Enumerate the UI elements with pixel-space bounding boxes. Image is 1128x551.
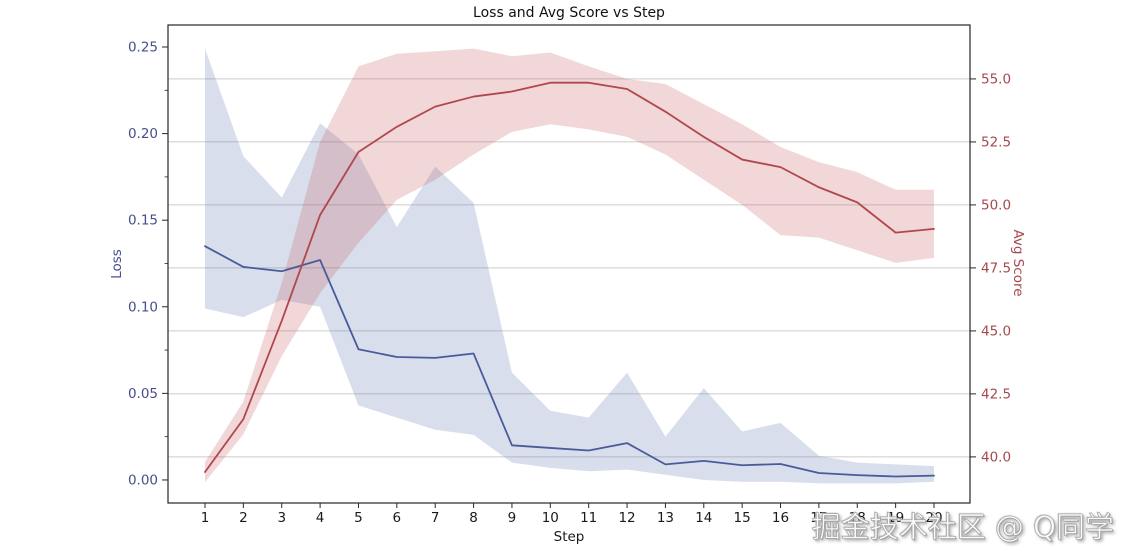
x-tick-label: 10: [542, 510, 559, 526]
watermark-text: 掘金技术社区 @ Q同学: [811, 510, 1114, 545]
x-tick-label: 9: [508, 510, 517, 526]
x-tick-label: 16: [772, 510, 789, 526]
x-tick-label: 20: [925, 510, 942, 526]
plot-border: [167, 24, 971, 504]
right-tick-label: 52.5: [981, 134, 1011, 150]
right-tick-label: 55.0: [981, 71, 1011, 87]
avg_score-band: [205, 48, 934, 483]
left-tick-label: 0.20: [128, 126, 158, 142]
right-tick-label: 40.0: [981, 449, 1011, 465]
x-tick-label: 13: [657, 510, 674, 526]
x-tick-label: 5: [354, 510, 363, 526]
right-tick-label: 50.0: [981, 197, 1011, 213]
x-tick-label: 17: [810, 510, 827, 526]
avg_score-line: [204, 81, 935, 473]
left-tick-label: 0.05: [128, 386, 158, 402]
x-tick-label: 19: [887, 510, 904, 526]
y-axis-label-left: Loss: [109, 249, 125, 279]
loss-band: [205, 48, 934, 484]
loss-line: [204, 245, 935, 478]
x-tick-label: 11: [580, 510, 597, 526]
y-axis-label-right: Avg Score: [1010, 229, 1026, 297]
right-tick-label: 47.5: [981, 260, 1011, 276]
chart-title: Loss and Avg Score vs Step: [473, 5, 665, 21]
x-tick-label: 18: [849, 510, 866, 526]
left-tick-label: 0.00: [128, 472, 158, 488]
left-tick-label: 0.25: [128, 39, 158, 55]
right-tick-label: 42.5: [981, 386, 1011, 402]
x-tick-label: 12: [618, 510, 635, 526]
x-tick-label: 4: [316, 510, 325, 526]
right-tick-label: 45.0: [981, 323, 1011, 339]
left-tick-label: 0.15: [128, 213, 158, 229]
x-tick-label: 6: [393, 510, 402, 526]
x-axis-label: Step: [553, 529, 585, 545]
x-tick-label: 15: [734, 510, 751, 526]
x-tick-label: 2: [239, 510, 248, 526]
x-tick-label: 1: [201, 510, 210, 526]
x-tick-label: 14: [695, 510, 712, 526]
x-tick-label: 7: [431, 510, 440, 526]
x-tick-label: 3: [277, 510, 286, 526]
left-tick-label: 0.10: [128, 299, 158, 315]
x-tick-label: 8: [469, 510, 478, 526]
